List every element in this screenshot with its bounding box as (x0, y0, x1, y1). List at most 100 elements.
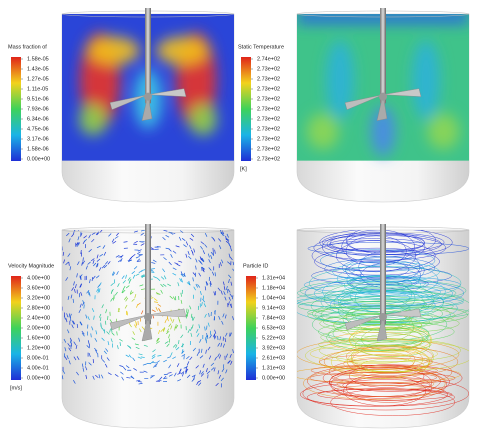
vector (83, 238, 87, 243)
vector (63, 315, 66, 320)
vector (73, 341, 77, 346)
pathline (350, 341, 435, 373)
vector (119, 341, 121, 347)
tick-label: 1.04e+04 (262, 295, 285, 301)
vector (92, 259, 95, 264)
vector (185, 253, 188, 258)
blob (87, 36, 140, 65)
vector (176, 263, 181, 267)
vector (172, 267, 177, 270)
vector (232, 295, 234, 300)
vector (109, 319, 113, 323)
vector (160, 283, 164, 288)
vector (69, 337, 73, 342)
vector (198, 272, 202, 277)
vector (67, 253, 71, 257)
vector (79, 321, 83, 326)
vector (196, 381, 199, 386)
vector (228, 274, 232, 279)
tick-label: 2.73e+02 (257, 136, 280, 142)
vector (190, 327, 193, 332)
vector (138, 270, 143, 273)
vector (88, 362, 92, 366)
vector (104, 363, 108, 368)
field (297, 230, 469, 416)
vector (99, 317, 102, 322)
vector (185, 368, 189, 373)
vector (67, 343, 71, 347)
vector (75, 241, 79, 246)
vector (232, 316, 234, 321)
vector (199, 355, 204, 359)
vector (79, 321, 83, 326)
vector (190, 233, 195, 238)
blob (156, 36, 209, 65)
vector (220, 342, 223, 347)
vector (76, 323, 79, 329)
vector (117, 308, 121, 313)
vector (224, 314, 227, 319)
pathline (358, 319, 423, 332)
vector (200, 371, 204, 375)
vector (199, 338, 202, 343)
tick-label: 2.73e+02 (257, 146, 280, 152)
tick-label: 1.58e-06 (27, 146, 49, 152)
vector (63, 338, 67, 343)
legend-title: Mass fraction of (8, 44, 47, 50)
tick-label: 2.74e+02 (257, 56, 280, 62)
pathline (317, 388, 453, 401)
tick-label: 2.80e+00 (27, 305, 50, 311)
vector (80, 249, 82, 255)
vector (191, 378, 195, 382)
vector (111, 332, 115, 336)
vector (164, 319, 167, 324)
vector (195, 258, 198, 263)
pathline (311, 240, 436, 272)
vector (232, 261, 234, 266)
vector (131, 337, 136, 341)
vector (218, 315, 221, 320)
pathline (320, 328, 427, 346)
vector (221, 320, 224, 325)
hub (379, 92, 387, 101)
pathline (314, 247, 440, 276)
vector (139, 328, 142, 333)
legend: Static Temperature 2.74e+02 2.73e+02 2.73e+… (238, 44, 284, 172)
vector (112, 240, 117, 244)
vector (141, 269, 146, 271)
legend-title: Velocity Magnitude (8, 263, 54, 269)
vector (98, 267, 102, 271)
vector (232, 349, 234, 354)
vector (137, 249, 142, 252)
vector (210, 281, 212, 286)
vector (68, 238, 71, 243)
legend-unit: [K] (240, 166, 247, 172)
vector (125, 297, 129, 302)
vector (107, 372, 112, 375)
vector (229, 353, 232, 358)
vector (210, 255, 213, 260)
blob (412, 39, 440, 120)
vector (192, 277, 194, 282)
legend: Particle ID 1.31e+04 1.18e+04 1.04e+04 9.14e… (243, 263, 285, 381)
vector (87, 316, 90, 321)
blob (306, 113, 339, 150)
vector (123, 241, 128, 243)
vector (94, 347, 98, 352)
tick-label: 1.31e+03 (262, 365, 285, 371)
blade (376, 94, 388, 121)
vector (141, 274, 145, 279)
vector (79, 303, 82, 308)
vector (168, 261, 172, 266)
pathline (345, 373, 432, 403)
vector (131, 270, 136, 275)
vector (76, 356, 80, 360)
tick-label: 4.75e-06 (27, 126, 49, 132)
vector (133, 230, 138, 233)
vector (154, 301, 159, 303)
vector (129, 278, 132, 283)
vector (201, 348, 203, 353)
vector (151, 309, 156, 313)
tick-label: 4.00e+00 (27, 275, 50, 281)
vector (65, 261, 69, 266)
